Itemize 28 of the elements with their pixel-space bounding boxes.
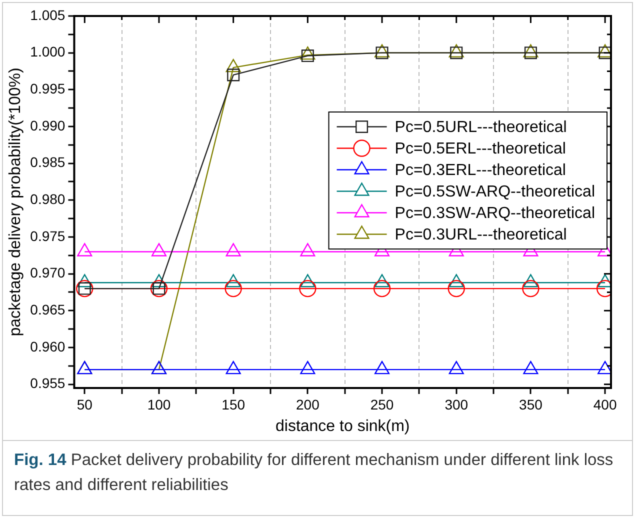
x-axis-title: distance to sink(m) (275, 418, 410, 435)
y-tick-label: 0.980 (30, 191, 66, 208)
y-tick-label: 0.975 (30, 228, 66, 244)
y-axis-title: packetage delivery probability(*100%) (7, 68, 24, 336)
legend-label: Pc=0.5ERL---theoretical (394, 140, 566, 158)
y-tick-label: 1.000 (30, 44, 66, 60)
y-tick-label: 1.005 (30, 6, 66, 23)
legend-label: Pc=0.5URL---theoretical (394, 119, 567, 136)
legend-label: Pc=0.3ERL---theoretical (394, 162, 566, 180)
y-tick-label: 0.960 (30, 338, 66, 354)
x-tick-label: 200 (296, 396, 320, 412)
caption: Fig. 14 Packet delivery probability for different mechanism under different link loss rates and different reliabilities (14, 450, 614, 496)
y-tick-label: 0.990 (30, 117, 66, 134)
y-tick-label: 0.995 (30, 80, 66, 97)
x-tick-label: 100 (147, 396, 171, 412)
x-tick-label: 350 (519, 396, 543, 412)
x-tick-label: 400 (593, 396, 617, 412)
x-tick-label: 250 (370, 396, 394, 412)
legend-label: Pc=0.5SW-ARQ--theoretical (394, 184, 595, 201)
x-tick-label: 150 (222, 396, 246, 412)
y-tick-label: 0.955 (30, 375, 66, 392)
legend-label: Pc=0.3URL---theoretical (394, 226, 567, 244)
x-tick-label: 50 (76, 396, 93, 412)
y-tick-label: 0.965 (30, 302, 66, 318)
y-tick-label: 0.985 (30, 154, 66, 170)
y-tick-label: 0.970 (30, 264, 66, 281)
x-tick-label: 300 (444, 396, 468, 412)
legend-label: Pc=0.3SW-ARQ--theoretical (394, 205, 595, 222)
